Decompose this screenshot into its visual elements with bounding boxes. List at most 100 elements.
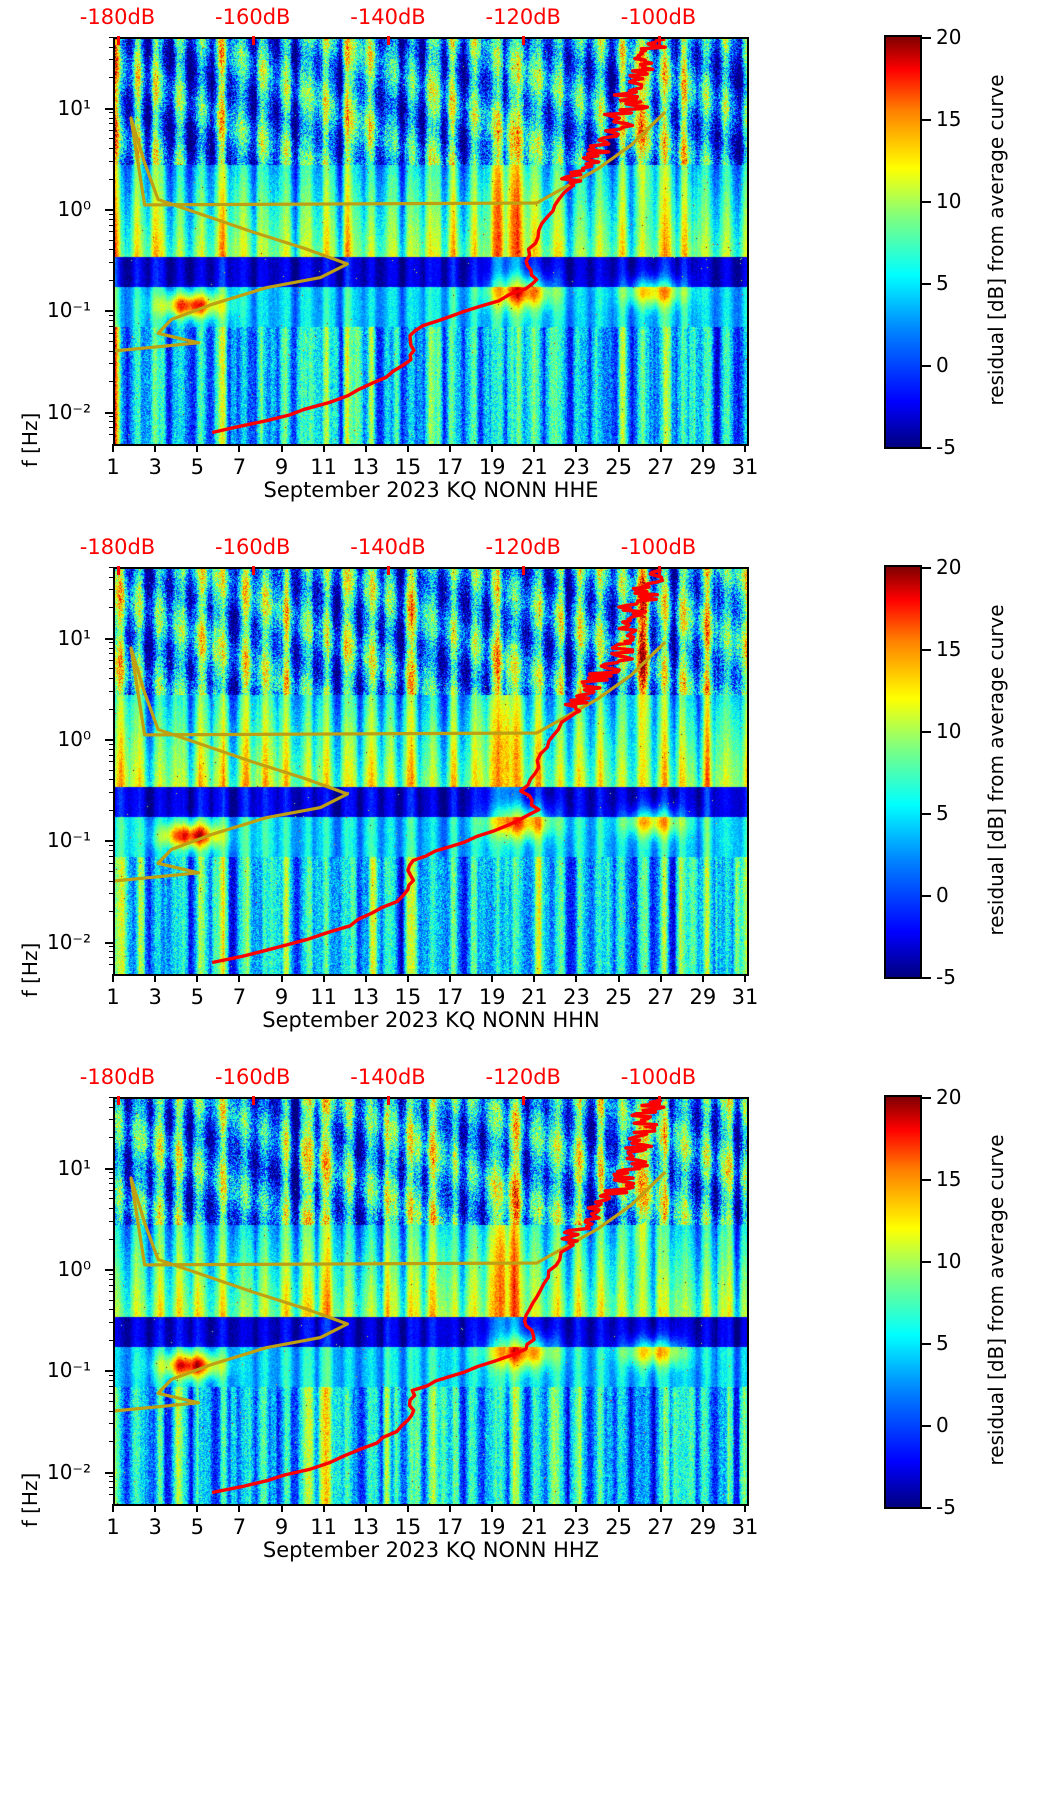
x-axis-tick <box>659 974 662 982</box>
x-axis-tick-label: 19 <box>478 1515 506 1539</box>
top-db-tick-label: -100dB <box>620 1065 697 1089</box>
y-axis-minor-tick <box>109 1481 113 1483</box>
y-axis-minor-tick <box>109 607 113 609</box>
x-axis-tick-label: 3 <box>148 1515 162 1539</box>
colorbar-tick-label: -5 <box>936 965 956 989</box>
y-axis-minor-tick <box>109 668 113 670</box>
y-axis-minor-tick <box>109 1291 113 1293</box>
y-axis-minor-tick <box>109 754 113 756</box>
y-axis-minor-tick <box>109 1487 113 1489</box>
top-db-tick-mark <box>387 1096 390 1105</box>
x-axis-tick-label: 9 <box>274 455 289 479</box>
y-axis-tick-label: 10⁻² <box>46 929 91 954</box>
y-axis-minor-tick <box>109 844 113 846</box>
x-axis-tick-label: 5 <box>190 1515 204 1539</box>
x-axis-tick <box>659 1504 662 1512</box>
y-axis-minor-tick <box>109 1441 113 1443</box>
y-axis-minor-tick <box>109 1190 113 1192</box>
colorbar-tick-label: 0 <box>936 1413 949 1437</box>
y-axis-tick-label: 10¹ <box>57 625 91 650</box>
psd-curve-overlay <box>115 569 667 965</box>
x-axis-tick-label: 29 <box>689 455 717 479</box>
x-axis-tick-label: 13 <box>352 985 380 1009</box>
colorbar-tick <box>922 37 931 39</box>
y-axis-minor-tick <box>109 46 113 48</box>
y-axis-minor-tick <box>109 1238 113 1240</box>
y-axis-minor-tick <box>109 1172 113 1174</box>
top-db-axis: -180dB -160dB -140dB -120dB -100dB <box>80 535 749 575</box>
colorbar-tick-label: 15 <box>936 1167 962 1191</box>
x-axis-tick <box>533 444 536 452</box>
x-axis-tick-label: 27 <box>647 455 675 479</box>
colorbar-tick-label: 10 <box>936 719 962 743</box>
x-axis-tick <box>617 974 620 982</box>
colorbar-tick-label: 15 <box>936 107 962 131</box>
y-axis-minor-tick <box>109 325 113 327</box>
y-axis-minor-tick <box>109 218 113 220</box>
y-axis-minor-tick <box>109 1137 113 1139</box>
y-axis-minor-tick <box>109 178 113 180</box>
x-axis-tick <box>154 444 157 452</box>
noise-model-curve <box>115 640 667 883</box>
psd-curve-overlay <box>115 39 667 435</box>
x-axis-tick <box>744 1504 746 1512</box>
y-axis-minor-tick <box>109 350 113 352</box>
x-axis-tick <box>364 444 367 452</box>
top-db-tick-label: -160dB <box>215 535 291 559</box>
x-axis: 1 3 5 7 9 11 13 15 17 19 21 23 25 27 29 31 <box>106 974 758 1034</box>
x-axis-tick <box>154 974 157 982</box>
y-axis-minor-tick <box>109 1321 113 1323</box>
y-axis-minor-tick <box>109 239 113 241</box>
colorbar-tick-label: 5 <box>936 801 949 825</box>
y-axis-title: f [Hz] <box>18 942 42 998</box>
y-axis-minor-tick <box>109 850 113 852</box>
y-axis-minor-tick <box>109 1119 113 1121</box>
y-axis-minor-tick <box>109 332 113 334</box>
colorbar-tick <box>922 283 931 285</box>
top-db-axis: -180dB -160dB -140dB -120dB -100dB <box>80 5 749 45</box>
colorbar-tick <box>922 1507 931 1509</box>
x-axis-tick-label: 31 <box>731 1515 759 1539</box>
y-axis-minor-tick <box>109 862 113 864</box>
y-axis-minor-tick <box>109 1385 113 1387</box>
y-axis-minor-tick <box>109 779 113 781</box>
colorbar-tick <box>922 1343 931 1345</box>
x-axis-tick <box>112 444 114 452</box>
x-axis-tick <box>364 1504 367 1512</box>
y-axis-minor-tick <box>109 77 113 79</box>
colorbar-tick-label: 20 <box>936 25 962 49</box>
top-db-tick-label: -100dB <box>620 535 697 559</box>
x-axis-title: September 2023 KQ NONN HHZ <box>262 1538 600 1562</box>
x-axis-tick <box>533 1504 536 1512</box>
x-axis-tick <box>322 1504 325 1512</box>
y-axis-minor-tick <box>109 1097 113 1098</box>
x-axis-tick-label: 5 <box>190 985 204 1009</box>
y-axis-tick-label: 10⁰ <box>57 1257 91 1282</box>
colorbar-tick <box>922 1261 931 1263</box>
top-db-tick-mark <box>657 1096 661 1105</box>
colorbar-tick <box>922 731 931 733</box>
top-db-tick-label: -120dB <box>485 535 561 559</box>
y-axis-tick-label: 10⁻¹ <box>46 298 91 323</box>
colorbar-tick <box>922 1179 931 1181</box>
x-axis-tick <box>406 1504 409 1512</box>
y-axis-minor-tick <box>109 1392 113 1394</box>
x-axis-tick <box>533 974 536 982</box>
y-axis-tick-label: 10⁻¹ <box>46 1358 91 1383</box>
x-axis-tick-label: 19 <box>478 455 506 479</box>
top-db-tick-mark <box>116 1096 120 1105</box>
y-axis-tick-label: 10¹ <box>57 1155 91 1180</box>
x-axis-tick <box>744 974 746 982</box>
y-axis-minor-tick <box>109 1208 113 1210</box>
y-axis-minor-tick <box>109 224 113 226</box>
y-axis: 10¹ 10⁰ 10⁻¹ 10⁻² <box>0 1097 113 1502</box>
x-axis-tick <box>322 444 325 452</box>
current-psd-curve <box>211 1099 666 1495</box>
y-axis-major-tick <box>105 310 113 313</box>
y-axis-minor-tick <box>109 160 113 162</box>
y-axis-minor-tick <box>109 576 113 578</box>
y-axis-minor-tick <box>109 567 113 568</box>
x-axis-tick <box>701 974 704 982</box>
x-axis-tick-label: 11 <box>310 1515 338 1539</box>
x-axis-tick <box>701 444 704 452</box>
